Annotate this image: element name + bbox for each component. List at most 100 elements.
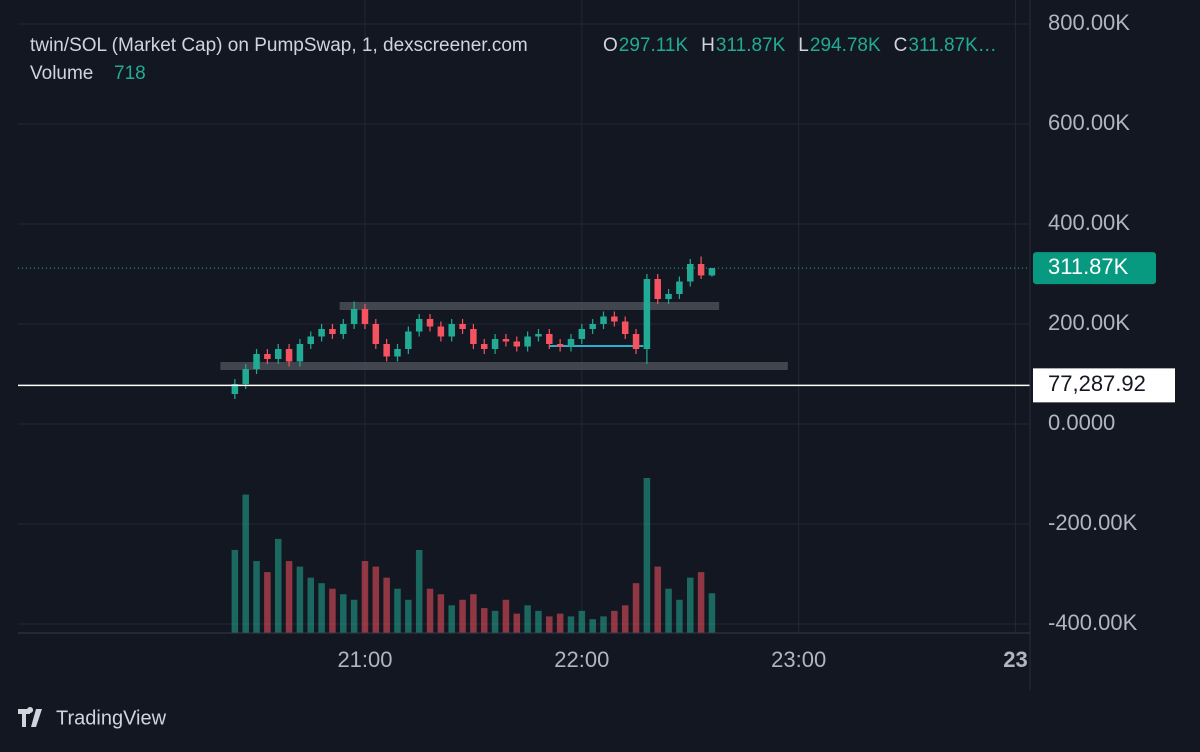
plot-area [18, 256, 1030, 633]
volume-bar [274, 538, 282, 633]
candle-body [578, 329, 586, 339]
candle-body [491, 339, 499, 349]
volume-bar [242, 494, 249, 633]
volume-bar [556, 613, 564, 633]
volume-bar [697, 572, 705, 633]
candle-body [567, 339, 575, 347]
candle-body [231, 384, 239, 394]
volume-bar [589, 619, 596, 633]
candle-body [274, 349, 282, 359]
candle-body [546, 334, 553, 344]
candle-body [361, 309, 369, 324]
candle-body [611, 316, 618, 322]
candle-body [697, 264, 705, 276]
y-tick-label: -400.00K [1048, 610, 1138, 635]
candle-body [687, 264, 694, 282]
candle-body [600, 316, 607, 324]
y-tick-label: 400.00K [1048, 210, 1130, 235]
y-tick-label: 0.0000 [1048, 410, 1115, 435]
volume-bar [361, 561, 369, 633]
volume-bar [535, 610, 542, 633]
volume-bar [318, 583, 325, 633]
volume-bar [296, 566, 304, 633]
candle-body [405, 331, 412, 349]
volume-bar [600, 616, 607, 633]
y-tick-label: 600.00K [1048, 110, 1130, 135]
candle-body [296, 344, 304, 362]
ohlc-value: 297.11K [619, 35, 689, 56]
candle-body [340, 324, 347, 334]
grid [18, 0, 1030, 633]
volume-bar [415, 549, 423, 633]
last-price-tag [1033, 252, 1156, 285]
y-tick-label: -200.00K [1048, 510, 1138, 535]
candle-body [318, 329, 325, 337]
candle-body [621, 321, 629, 334]
volume-bar [687, 577, 694, 633]
volume-bar [480, 608, 488, 633]
volume-bar [513, 613, 521, 633]
ohlc-value: 294.78K [810, 35, 881, 56]
volume-bar [448, 605, 455, 633]
candle-body [556, 344, 564, 347]
ohlc-value: 311.87K [716, 35, 786, 56]
x-tick-label: 22:00 [554, 647, 609, 672]
ohlc-key: H [701, 35, 715, 56]
y-tick-label: 800.00K [1048, 10, 1130, 35]
volume-bar [611, 610, 618, 633]
x-tick-label: 23:00 [771, 647, 826, 672]
volume-bar [502, 599, 510, 633]
ohlc-key: L [798, 35, 809, 56]
candle-body [470, 329, 477, 344]
crosshair-label: 77,287.92 [1048, 371, 1146, 396]
candle-body [394, 349, 401, 357]
volume-bar [350, 599, 358, 633]
candle-body [632, 334, 640, 349]
zone [339, 302, 720, 310]
y-tick-label: 200.00K [1048, 310, 1130, 335]
volume-bar [405, 599, 412, 633]
volume-bar [643, 478, 651, 633]
ohlc-key: O [603, 35, 618, 56]
volume-bar [491, 610, 499, 633]
volume-bar [437, 594, 445, 633]
candle-body [480, 344, 488, 349]
ohlc-legend: O 297.11K H 311.87K L 294.78K C 311.87K… [603, 35, 997, 56]
volume-bar [654, 566, 661, 633]
volume-bar [340, 594, 347, 633]
last-price-label: 311.87K [1048, 254, 1129, 279]
candle-body [372, 324, 380, 344]
volume-bar [307, 577, 315, 633]
volume-bar [459, 599, 466, 633]
volume-bar [231, 549, 239, 633]
candle-body [535, 334, 542, 337]
zone [220, 362, 788, 370]
volume-bar [372, 566, 380, 633]
ohlc-value: 311.87K… [908, 35, 996, 56]
candle-body [502, 339, 510, 342]
brand-logo [18, 707, 42, 727]
volume-label: Volume [30, 63, 93, 84]
volume-bar [524, 605, 531, 633]
x-tick-label: 21:00 [337, 647, 392, 672]
volume-bar [253, 561, 260, 633]
candle-body [708, 268, 716, 276]
volume-value: 718 [114, 63, 146, 84]
volume-bar [394, 588, 401, 633]
brand: TradingView [18, 707, 167, 729]
volume-bar [621, 605, 629, 633]
x-tick-label: 23 [1003, 647, 1027, 672]
volume-bar [285, 561, 293, 633]
volume-bar [665, 588, 672, 633]
candle-body [524, 336, 531, 347]
candle-body [437, 326, 445, 337]
candle-body [285, 349, 293, 362]
volume-bar [426, 588, 434, 633]
ohlc-key: C [894, 35, 908, 56]
candle-body [415, 319, 423, 332]
brand-name: TradingView [56, 707, 167, 729]
candle-body [383, 344, 390, 357]
candle-body [242, 369, 249, 384]
